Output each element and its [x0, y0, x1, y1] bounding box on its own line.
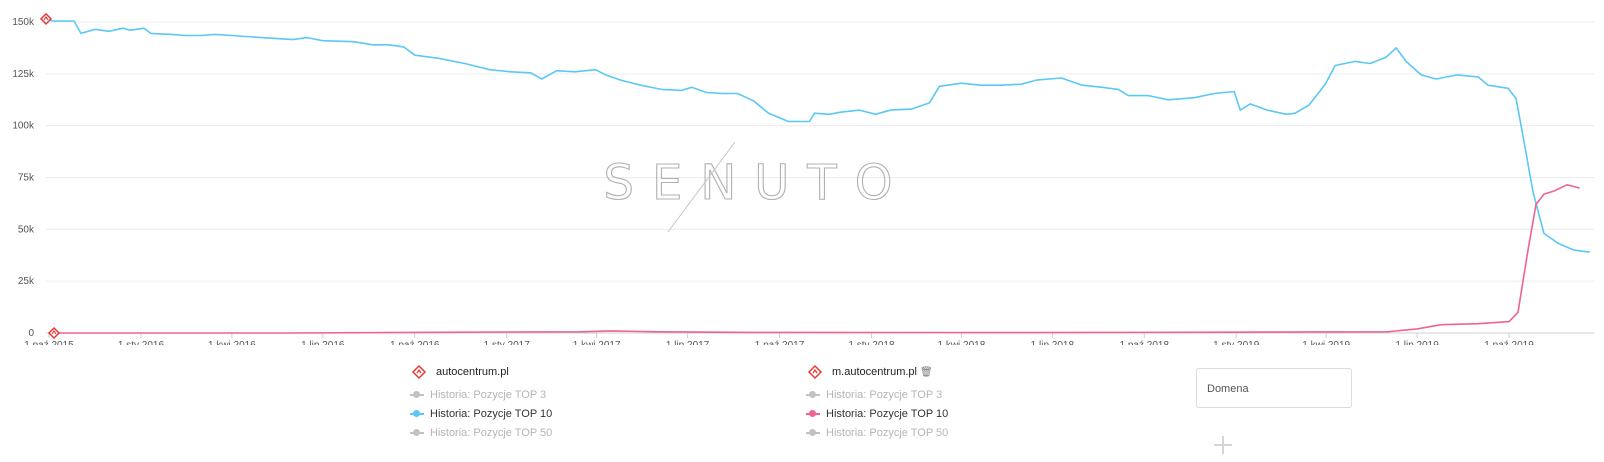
senuto-watermark: SENUTO [603, 141, 911, 233]
series-line-1 [53, 184, 1580, 334]
domain-field-box [1196, 368, 1352, 409]
legend-domain-header[interactable]: m.autocentrum.pl 🗑 [806, 364, 948, 380]
x-tick-label: 1 lip 2017 [666, 340, 710, 345]
event-markers [39, 12, 61, 340]
legend-item-top3[interactable]: Historia: Pozycje TOP 3 [806, 385, 948, 404]
legend-item-top50[interactable]: Historia: Pozycje TOP 50 [410, 423, 552, 442]
y-tick-label: 50k [18, 224, 35, 235]
legend-marker-icon [410, 390, 424, 400]
legend-item-top10[interactable]: Historia: Pozycje TOP 10 [806, 404, 948, 423]
line-chart: SENUTO 0 25k 50k 75k 100k 125k 150k 1 paź 2015… [12, 12, 1594, 345]
y-axis-ticks: 0 25k 50k 75k 100k 125k 150k [12, 17, 35, 339]
legend-marker-icon [410, 428, 424, 438]
domain-name: autocentrum.pl [436, 366, 509, 378]
x-tick-label: 1 paź 2018 [1120, 340, 1170, 345]
x-tick-label: 1 kwi 2017 [573, 340, 621, 345]
legend-domain-m-autocentrum: m.autocentrum.pl 🗑 Historia: Pozycje TOP… [806, 364, 948, 442]
legend-domain-header[interactable]: autocentrum.pl [410, 364, 552, 380]
legend-item-label: Historia: Pozycje TOP 50 [826, 426, 949, 439]
legend-marker-icon [410, 409, 424, 419]
legend-item-top10[interactable]: Historia: Pozycje TOP 10 [410, 404, 552, 423]
legend-item-label: Historia: Pozycje TOP 10 [826, 407, 949, 420]
x-tick-label: 1 kwi 2016 [208, 340, 256, 345]
diamond-icon [411, 364, 427, 380]
x-tick-label: 1 sty 2019 [1213, 340, 1260, 345]
x-axis-ticks: 1 paź 2015 1 sty 2016 1 kwi 2016 1 lip 2016… [24, 333, 1534, 345]
event-marker-icon [39, 12, 53, 25]
x-tick-label: 1 kwi 2019 [1302, 340, 1350, 345]
grid-lines [46, 21, 1594, 334]
x-tick-label: 1 kwi 2018 [938, 340, 986, 345]
x-tick-label: 1 paź 2017 [755, 340, 805, 345]
marker-diamond [39, 12, 53, 25]
y-tick-label: 0 [28, 328, 34, 339]
legend-marker-icon [806, 409, 820, 419]
add-domain-button[interactable] [1212, 434, 1234, 456]
domain-name: m.autocentrum.pl [832, 366, 917, 378]
x-tick-label: 1 sty 2016 [118, 340, 165, 345]
series-lines [45, 18, 1590, 334]
event-marker-icon [47, 326, 61, 340]
x-tick-label: 1 sty 2017 [484, 340, 531, 345]
y-tick-label: 100k [12, 121, 35, 132]
x-tick-label: 1 lip 2019 [1395, 340, 1439, 345]
legend-item-label: Historia: Pozycje TOP 50 [430, 426, 553, 439]
series-line-0 [45, 18, 1590, 253]
marker-arrow [43, 15, 49, 21]
chart-area: SENUTO 0 25k 50k 75k 100k 125k 150k 1 paź 2015… [12, 12, 1594, 345]
legend-item-label: Historia: Pozycje TOP 3 [430, 388, 547, 401]
legend-item-top3[interactable]: Historia: Pozycje TOP 3 [410, 385, 552, 404]
watermark-text: SENUTO [604, 155, 911, 211]
legend-item-top50[interactable]: Historia: Pozycje TOP 50 [806, 423, 948, 442]
legend-domain-autocentrum: autocentrum.pl Historia: Pozycje TOP 3 H… [410, 364, 552, 442]
marker-diamond [47, 326, 61, 340]
x-tick-label: 1 lip 2016 [301, 340, 345, 345]
watermark-slash [667, 141, 736, 233]
domain-input[interactable] [1205, 369, 1349, 409]
x-tick-label: 1 paź 2015 [24, 340, 74, 345]
legend-item-label: Historia: Pozycje TOP 10 [430, 407, 553, 420]
y-tick-label: 150k [12, 17, 35, 28]
x-tick-label: 1 sty 2018 [848, 340, 895, 345]
trash-icon[interactable]: 🗑 [919, 366, 933, 378]
x-tick-label: 1 lip 2018 [1031, 340, 1075, 345]
legend-item-label: Historia: Pozycje TOP 3 [826, 388, 943, 401]
y-tick-label: 125k [12, 69, 35, 80]
marker-arrow [51, 330, 57, 335]
y-tick-label: 25k [18, 276, 35, 287]
x-tick-label: 1 paź 2019 [1484, 340, 1534, 345]
diamond-icon [807, 364, 823, 380]
legend-marker-icon [806, 428, 820, 438]
legend-marker-icon [806, 390, 820, 400]
y-tick-label: 75k [18, 173, 35, 184]
x-tick-label: 1 paź 2016 [390, 340, 440, 345]
